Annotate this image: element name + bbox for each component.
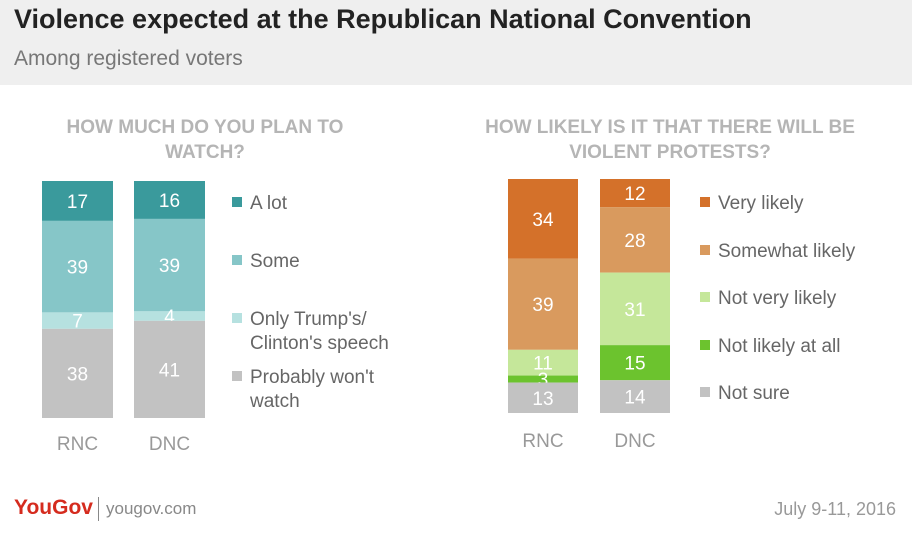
bar-segment-rnc-0 <box>508 179 578 259</box>
bar-segment-rnc-1 <box>508 258 578 350</box>
legend-swatch-0 <box>232 197 242 207</box>
data-label-dnc-1: 28 <box>624 231 645 252</box>
data-label-dnc-3: 41 <box>159 360 180 381</box>
data-label-rnc-2: 11 <box>533 354 553 375</box>
legend-swatch-2 <box>232 313 242 323</box>
bar-segment-rnc-0 <box>42 181 113 221</box>
data-label-rnc-1: 39 <box>67 258 88 279</box>
category-label-dnc: DNC <box>614 431 655 452</box>
right-panel-title: HOW LIKELY IS IT THAT THERE WILL BE VIOL… <box>485 117 855 163</box>
chart-title: Violence expected at the Republican Nati… <box>14 4 752 34</box>
legend-swatch-3 <box>700 340 710 350</box>
legend-label-0: A lot <box>250 193 288 214</box>
bar-segment-dnc-0 <box>134 181 205 219</box>
legend-label-0: Very likely <box>718 193 804 214</box>
legend-label-1: Some <box>250 251 300 272</box>
bar-segment-dnc-0 <box>600 179 670 208</box>
bar-segment-dnc-2 <box>600 272 670 346</box>
data-label-rnc-0: 34 <box>532 210 554 231</box>
legend-swatch-2 <box>700 292 710 302</box>
bar-segment-rnc-1 <box>42 220 113 313</box>
bar-segment-dnc-2 <box>134 311 205 321</box>
data-label-dnc-0: 16 <box>159 191 180 212</box>
legend-swatch-0 <box>700 197 710 207</box>
legend-label-4: Not sure <box>718 383 790 404</box>
legend-swatch-1 <box>232 255 242 265</box>
data-label-rnc-3: 3 <box>538 370 549 391</box>
data-label-dnc-2: 4 <box>164 307 175 328</box>
data-label-dnc-0: 12 <box>624 184 645 205</box>
legend-label-2: Only Trump's/ <box>250 309 367 330</box>
yougov-logo: YouGov <box>14 496 93 519</box>
bar-segment-dnc-1 <box>134 218 205 312</box>
legend-label-3: Probably won't <box>250 367 375 388</box>
category-label-dnc: DNC <box>149 434 190 455</box>
bar-segment-rnc-2 <box>508 349 578 376</box>
legend-swatch-3 <box>232 371 242 381</box>
footer-divider <box>98 497 99 521</box>
bar-segment-rnc-4 <box>508 382 578 413</box>
legend-label-3: watch <box>249 391 300 412</box>
legend-label-1: Somewhat likely <box>718 241 856 262</box>
data-label-rnc-0: 17 <box>67 192 88 213</box>
bar-segment-rnc-3 <box>42 328 113 418</box>
bar-segment-dnc-4 <box>600 380 670 413</box>
data-label-dnc-3: 15 <box>624 354 645 375</box>
legend-label-2: Not very likely <box>718 288 837 309</box>
legend-label-3: Not likely at all <box>718 336 841 357</box>
bar-segment-dnc-3 <box>134 320 205 418</box>
bar-segment-rnc-3 <box>508 375 578 383</box>
data-label-dnc-2: 31 <box>624 300 645 321</box>
data-label-rnc-1: 39 <box>532 295 553 316</box>
data-label-rnc-3: 38 <box>67 364 88 385</box>
legend-swatch-4 <box>700 387 710 397</box>
data-label-rnc-4: 13 <box>532 389 553 410</box>
data-label-dnc-4: 14 <box>624 388 646 409</box>
header: Violence expected at the Republican Nati… <box>0 0 912 85</box>
left-panel-title: HOW MUCH DO YOU PLAN TO WATCH? <box>66 117 344 163</box>
data-label-dnc-1: 39 <box>159 256 180 277</box>
bar-segment-dnc-1 <box>600 207 670 273</box>
data-label-rnc-2: 7 <box>72 312 83 333</box>
legend-swatch-1 <box>700 245 710 255</box>
bar-segment-rnc-2 <box>42 312 113 329</box>
footer-date: July 9-11, 2016 <box>774 499 896 519</box>
legend-label-2: Clinton's speech <box>250 333 389 354</box>
bar-segment-dnc-3 <box>600 345 670 381</box>
chart-subtitle: Among registered voters <box>14 47 243 70</box>
category-label-rnc: RNC <box>522 431 563 452</box>
footer-site: yougov.com <box>106 499 197 518</box>
category-label-rnc: RNC <box>57 434 98 455</box>
